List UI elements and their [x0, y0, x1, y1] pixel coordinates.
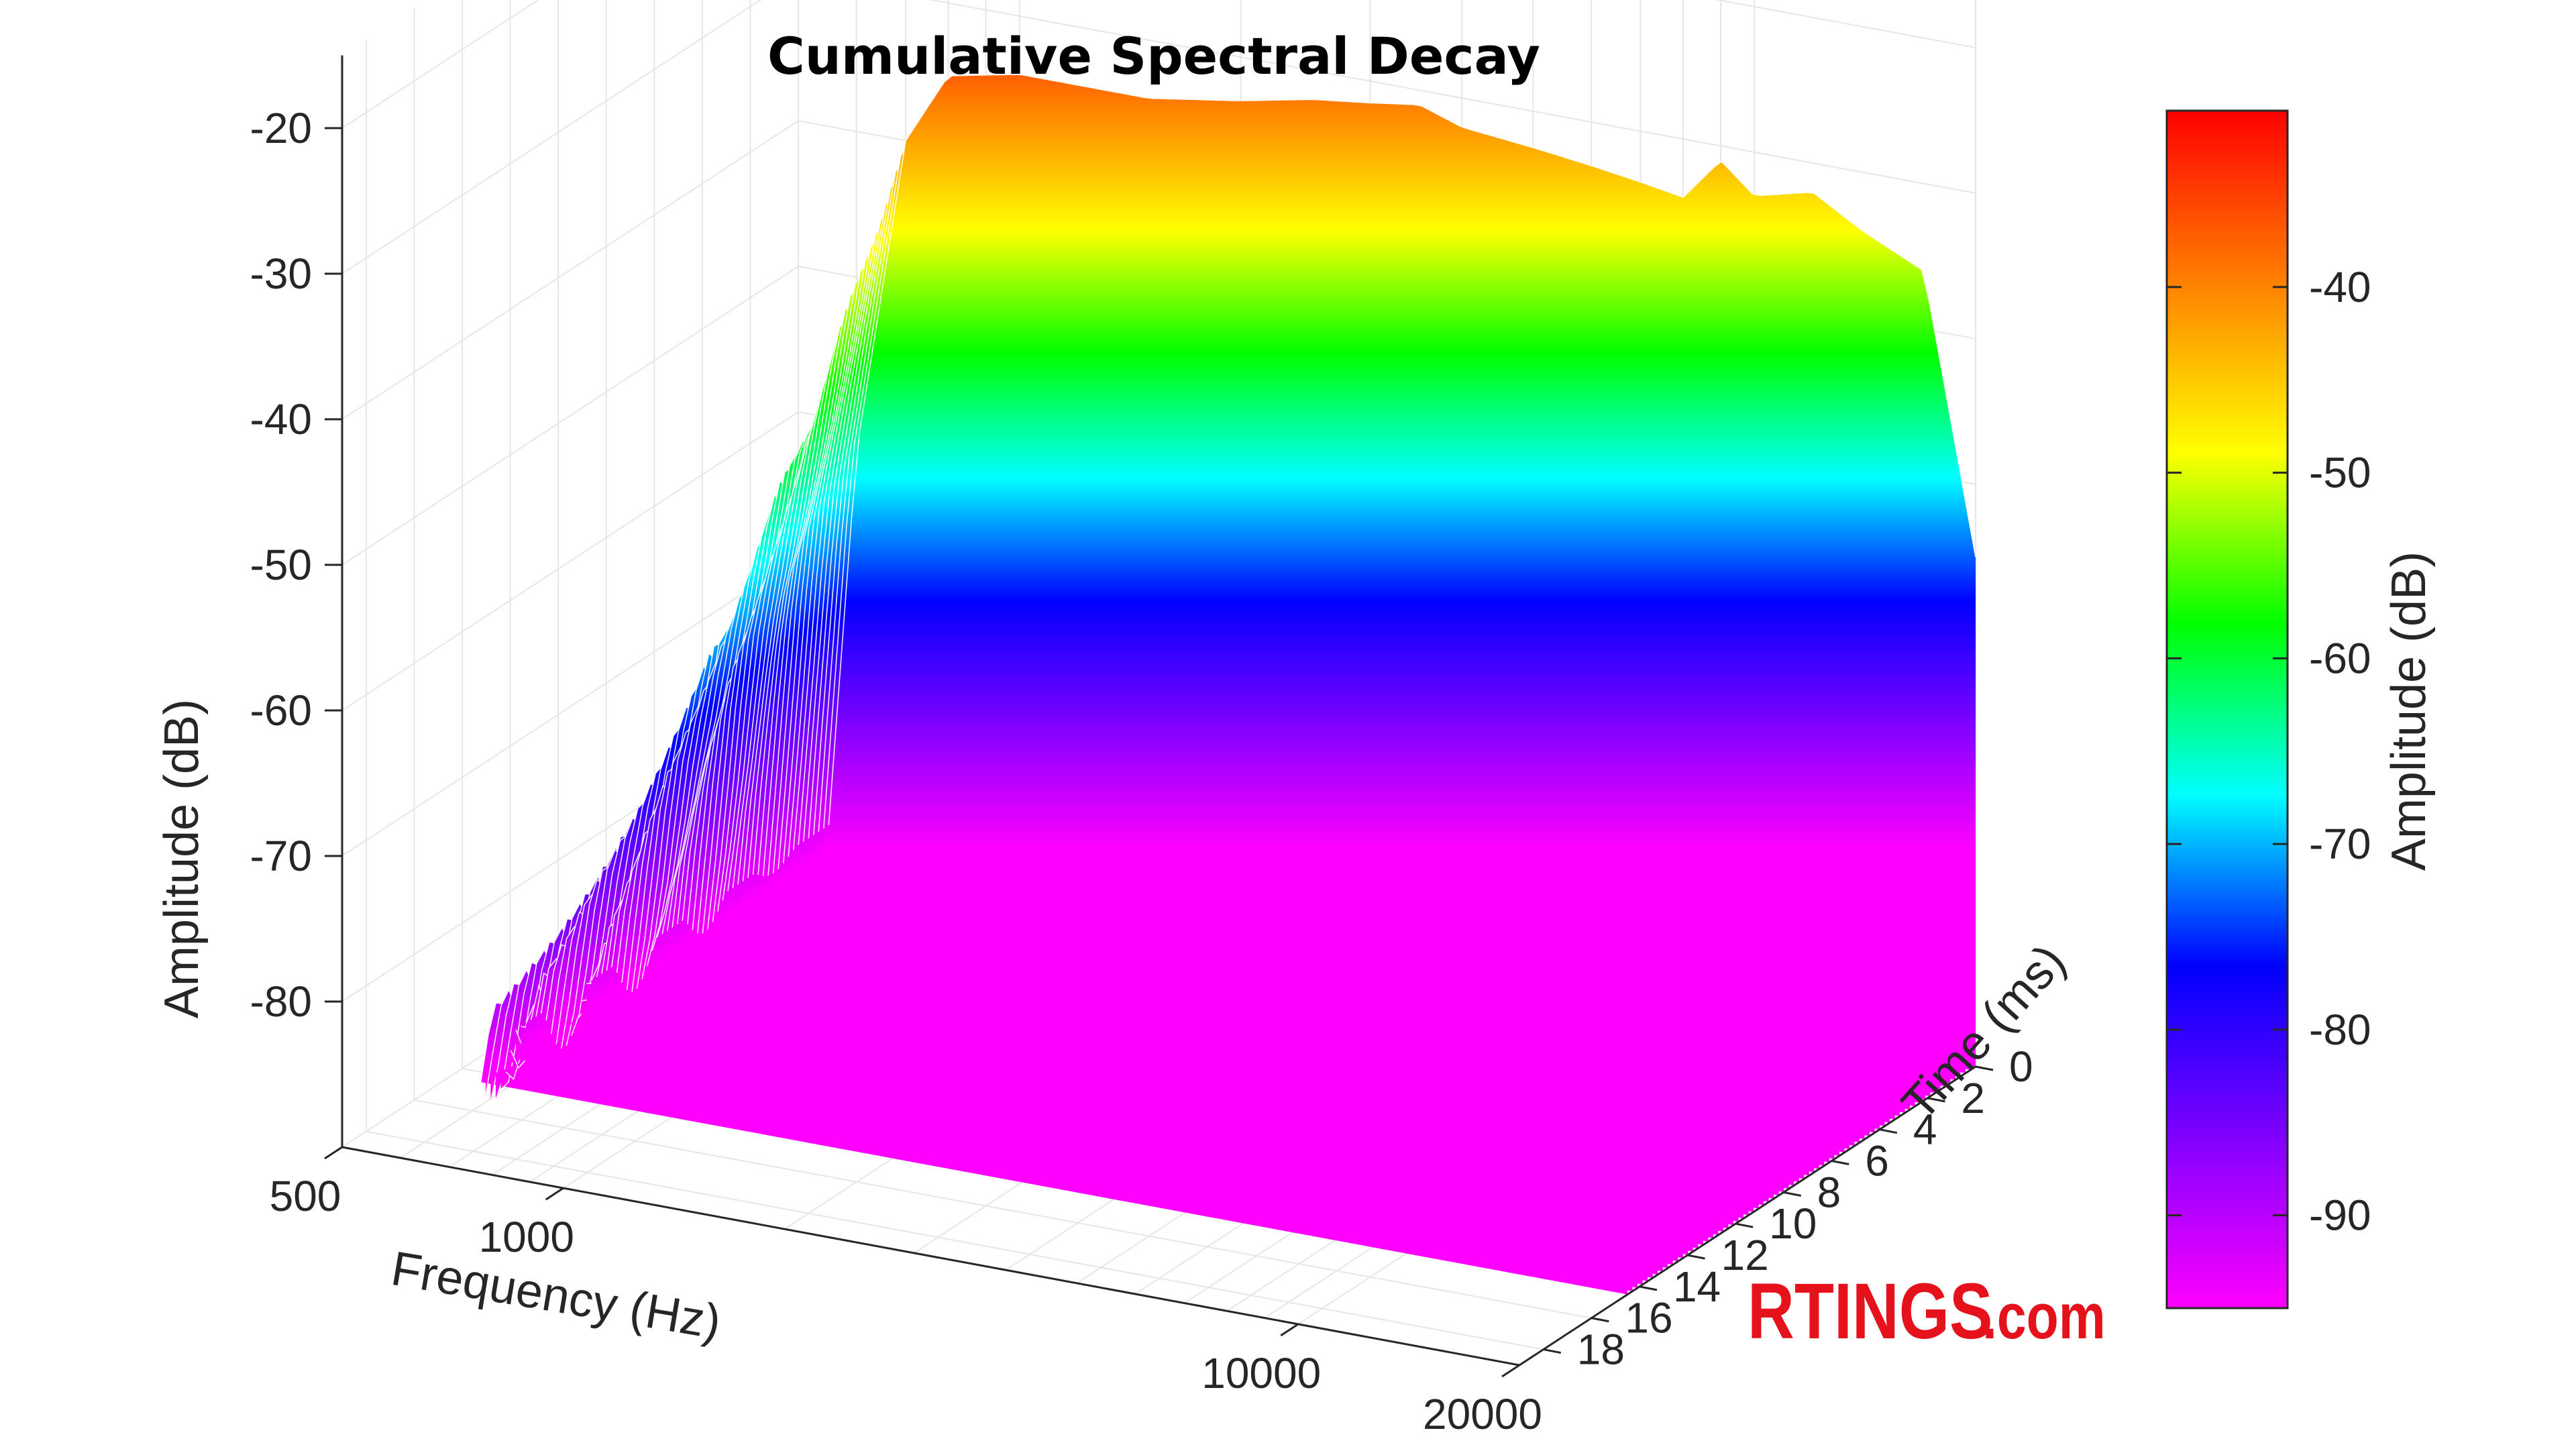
amplitude-tick-label: -40 — [250, 395, 313, 443]
time-tick-mark — [1831, 1160, 1849, 1165]
time-tick-label: 10 — [1769, 1199, 1817, 1248]
frequency-tick-mark — [545, 1187, 564, 1201]
time-tick-label: 14 — [1673, 1263, 1721, 1311]
amplitude-tick-label: -60 — [250, 686, 313, 735]
surface-slice — [828, 74, 1976, 1067]
time-tick-mark — [1591, 1317, 1609, 1323]
colorbar-tick-label: -80 — [2309, 1006, 2371, 1054]
time-tick-label: 0 — [2009, 1042, 2033, 1091]
surface-slice-line — [828, 74, 1976, 826]
colorbar: -40 -50 -60 -70 -80 -90 Amplitude (dB) — [2165, 109, 2436, 1309]
time-tick-label: 6 — [1865, 1137, 1889, 1185]
grid-line — [341, 411, 799, 711]
time-tick-mark — [1543, 1348, 1562, 1354]
frequency-tick-label: 10000 — [1201, 1349, 1321, 1397]
amplitude-tick-label: -50 — [250, 541, 313, 589]
time-tick-mark — [1687, 1254, 1705, 1260]
frequency-tick-label: 1000 — [479, 1213, 574, 1261]
time-tick-mark — [1927, 1097, 1945, 1103]
time-tick-label: 4 — [1913, 1106, 1937, 1154]
grid-line — [341, 0, 539, 129]
time-tick-mark — [1975, 1065, 1994, 1071]
rtings-logo: RTINGS .com — [1748, 1267, 2106, 1355]
grid-line — [1715, 0, 1976, 48]
time-tick-mark — [1783, 1191, 1801, 1197]
rtings-logo-suffix: .com — [1982, 1281, 2106, 1352]
colorbar-tick-label: -90 — [2309, 1191, 2371, 1240]
time-tick-label: 16 — [1625, 1294, 1672, 1342]
grid-line — [341, 557, 799, 857]
frequency-tick-mark — [1501, 1364, 1520, 1378]
grid-line — [341, 266, 799, 566]
frequency-tick-label: 20000 — [1423, 1390, 1542, 1438]
amplitude-tick-label: -30 — [250, 250, 313, 298]
colorbar-tick-label: -60 — [2309, 634, 2371, 682]
amplitude-tick-label: -70 — [250, 832, 313, 880]
time-tick-label: 18 — [1577, 1326, 1625, 1374]
colorbar-gradient — [2165, 109, 2289, 1309]
grid-line — [341, 120, 799, 420]
frequency-tick-mark — [324, 1146, 343, 1160]
frequency-tick-mark — [1280, 1323, 1299, 1337]
frequency-axis-line — [341, 1146, 1520, 1366]
time-tick-label: 8 — [1817, 1168, 1841, 1216]
grid-line — [341, 0, 762, 274]
rtings-logo-main: RTINGS — [1748, 1267, 1992, 1355]
colorbar-tick-label: -70 — [2309, 820, 2371, 868]
time-tick-label: 2 — [1961, 1074, 1985, 1122]
time-tick-mark — [1879, 1128, 1898, 1134]
grid-line — [928, 0, 1976, 194]
frequency-tick-label: 500 — [270, 1172, 341, 1220]
decay-surface — [480, 74, 1976, 1295]
colorbar-tick-label: -40 — [2309, 263, 2371, 311]
time-axis-line — [1519, 1065, 1976, 1366]
time-tick-mark — [1735, 1222, 1754, 1228]
grid-line — [414, 1099, 1592, 1319]
colorbar-label: Amplitude (dB) — [2382, 551, 2436, 871]
amplitude-axis-label: Amplitude (dB) — [155, 699, 209, 1018]
time-tick-label: 12 — [1721, 1231, 1769, 1279]
grid-line — [366, 1130, 1544, 1350]
colorbar-ticks: -40 -50 -60 -70 -80 -90 — [2167, 263, 2371, 1240]
colorbar-tick-label: -50 — [2309, 449, 2371, 497]
axes-lines — [341, 55, 1976, 1366]
time-tick-mark — [1639, 1285, 1658, 1291]
amplitude-tick-label: -80 — [250, 977, 313, 1026]
amplitude-tick-label: -20 — [250, 104, 313, 152]
chart-title: Cumulative Spectral Decay — [767, 26, 1540, 86]
